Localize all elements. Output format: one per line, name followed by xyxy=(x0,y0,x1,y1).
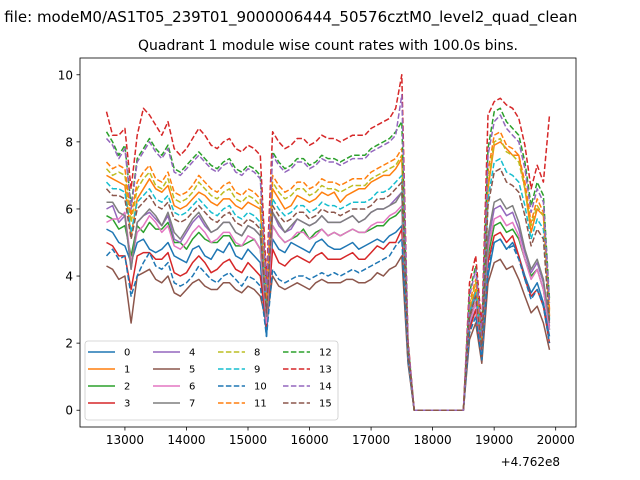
x-offset-label: +4.762e8 xyxy=(501,455,560,469)
legend-label-12: 12 xyxy=(319,348,332,359)
series-line-9 xyxy=(105,157,551,411)
y-tick-label: 0 xyxy=(65,404,73,418)
legend-label-2: 2 xyxy=(124,382,130,393)
series-line-5 xyxy=(106,255,551,411)
y-tick-label: 4 xyxy=(65,270,73,284)
legend-label-15: 15 xyxy=(319,399,332,410)
series-line-12 xyxy=(105,107,551,411)
legend-frame xyxy=(84,340,339,421)
x-tick-label: 18000 xyxy=(414,433,452,447)
y-tick-label: 10 xyxy=(58,68,73,82)
series-line-3 xyxy=(106,228,551,411)
y-tick-label: 8 xyxy=(65,135,73,149)
series-lines xyxy=(105,74,551,411)
legend-label-8: 8 xyxy=(254,348,260,359)
legend-label-5: 5 xyxy=(189,365,195,376)
legend-label-0: 0 xyxy=(124,348,130,359)
chart-title: Quadrant 1 module wise count rates with … xyxy=(138,38,518,54)
x-tick-label: 13000 xyxy=(106,433,144,447)
series-line-6 xyxy=(106,204,551,411)
x-tick-label: 19000 xyxy=(475,433,513,447)
legend-label-4: 4 xyxy=(189,348,195,359)
legend-label-14: 14 xyxy=(319,382,332,393)
x-tick-label: 17000 xyxy=(352,433,390,447)
plot-area: 13000 14000 15000 16000 17000 18000 19000 20000… xyxy=(58,57,577,447)
x-tick-label: 20000 xyxy=(537,433,575,447)
series-line-14 xyxy=(105,94,551,411)
series-line-15 xyxy=(105,167,551,411)
legend-label-3: 3 xyxy=(124,399,130,410)
series-line-11 xyxy=(105,131,551,411)
legend-label-11: 11 xyxy=(254,399,267,410)
x-tick-label: 14000 xyxy=(167,433,205,447)
series-line-10 xyxy=(105,238,551,411)
axes-frame xyxy=(79,57,577,428)
legend-label-9: 9 xyxy=(254,365,260,376)
y-tick-label: 6 xyxy=(65,202,73,216)
legend-label-1: 1 xyxy=(124,365,130,376)
x-tick-label: 16000 xyxy=(290,433,328,447)
legend-label-13: 13 xyxy=(319,365,332,376)
legend-label-7: 7 xyxy=(189,399,195,410)
x-tick-label: 15000 xyxy=(229,433,267,447)
series-line-13 xyxy=(105,74,551,411)
legend-label-10: 10 xyxy=(254,382,267,393)
legend-label-6: 6 xyxy=(189,382,195,393)
y-tick-label: 2 xyxy=(65,337,73,351)
series-line-8 xyxy=(105,137,551,411)
figure-suptitle: n file: modeM0/AS1T05_239T01_9000006444_… xyxy=(0,8,577,27)
